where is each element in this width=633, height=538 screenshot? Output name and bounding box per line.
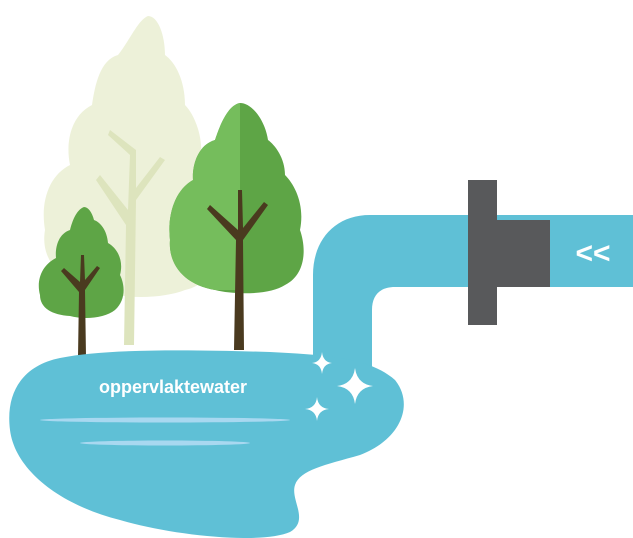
pipe-flange — [468, 180, 497, 325]
water-label: oppervlaktewater — [99, 377, 247, 397]
water-ripple — [80, 441, 250, 446]
illustration: << oppervlaktewater — [0, 0, 633, 538]
pipe-block — [497, 220, 550, 287]
pipe-arrow: << — [575, 237, 610, 270]
water-ripple — [40, 418, 290, 423]
